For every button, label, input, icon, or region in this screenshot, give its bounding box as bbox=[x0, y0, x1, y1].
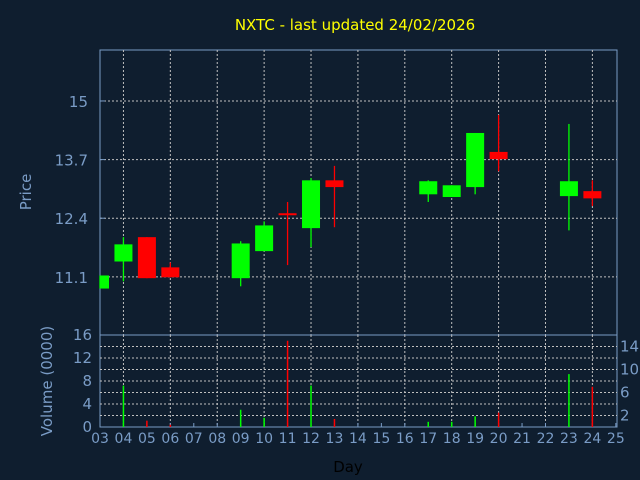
x-tick-label: 04 bbox=[115, 431, 133, 447]
volume-tick-label: 4 bbox=[82, 395, 92, 413]
x-tick-label: 13 bbox=[326, 431, 344, 447]
candle-body bbox=[100, 275, 109, 289]
volume-bar-09 bbox=[239, 409, 242, 427]
x-tick-label: 25 bbox=[607, 431, 625, 447]
candle-body bbox=[466, 132, 485, 188]
candle-10 bbox=[255, 221, 274, 252]
price-tick-label: 13.7 bbox=[55, 152, 88, 170]
day-axis-label: Day bbox=[333, 458, 363, 476]
volume-bar-10 bbox=[263, 417, 265, 427]
candle-03 bbox=[99, 275, 109, 289]
x-tick-label: 14 bbox=[349, 431, 367, 447]
candle-20 bbox=[489, 114, 508, 172]
x-tick-label: 12 bbox=[302, 431, 320, 447]
candle-13 bbox=[325, 165, 344, 228]
volume-bar-18 bbox=[450, 421, 453, 427]
x-tick-label: 23 bbox=[560, 431, 578, 447]
candle-12 bbox=[302, 178, 321, 248]
x-tick-label: 22 bbox=[537, 431, 555, 447]
x-tick-label: 11 bbox=[279, 431, 297, 447]
candle-body bbox=[137, 237, 156, 279]
candle-body bbox=[583, 191, 602, 199]
volume-tick-label: 16 bbox=[73, 326, 92, 344]
x-tick-label: 21 bbox=[513, 431, 531, 447]
x-tick-label: 16 bbox=[396, 431, 414, 447]
x-tick-label: 05 bbox=[138, 431, 156, 447]
x-tick-label: 08 bbox=[208, 431, 226, 447]
volume-axis-label: Volume (0000) bbox=[38, 326, 56, 436]
price-tick-label: 11.1 bbox=[55, 269, 88, 287]
candle-body bbox=[559, 181, 578, 197]
volume-bar-20 bbox=[497, 412, 500, 427]
price-axis-label: Price bbox=[17, 174, 35, 211]
volume-tick-label: 14 bbox=[620, 338, 639, 356]
x-tick-label: 09 bbox=[232, 431, 250, 447]
candle-04 bbox=[114, 237, 133, 282]
volume-tick-label: 0 bbox=[82, 418, 92, 436]
volume-tick-label: 6 bbox=[620, 384, 630, 402]
x-tick-label: 07 bbox=[185, 431, 203, 447]
chart-title: NXTC - last updated 24/02/2026 bbox=[235, 16, 475, 34]
volume-bar-19 bbox=[474, 416, 476, 427]
candle-body bbox=[489, 151, 508, 160]
x-tick-label: 17 bbox=[419, 431, 437, 447]
candle-body bbox=[302, 180, 321, 229]
price-tick-label: 15 bbox=[69, 93, 88, 111]
candle-05 bbox=[137, 237, 156, 279]
volume-bar-06 bbox=[169, 424, 172, 427]
candle-11 bbox=[278, 201, 297, 266]
candle-19 bbox=[466, 132, 485, 195]
volume-bar-12 bbox=[310, 385, 312, 427]
candle-body bbox=[325, 180, 344, 188]
candle-body bbox=[278, 213, 297, 216]
candle-body bbox=[419, 181, 438, 195]
candle-23 bbox=[559, 123, 578, 231]
candle-24 bbox=[583, 180, 602, 207]
volume-tick-label: 8 bbox=[82, 372, 92, 390]
x-tick-label: 18 bbox=[443, 431, 461, 447]
candle-18 bbox=[442, 185, 461, 198]
volume-bar-23 bbox=[568, 374, 570, 427]
price-plot-frame bbox=[99, 49, 618, 336]
candle-17 bbox=[419, 180, 438, 202]
candle-body bbox=[231, 243, 250, 279]
x-tick-label: 15 bbox=[372, 431, 390, 447]
volume-tick-label: 12 bbox=[73, 349, 92, 367]
candle-09 bbox=[231, 241, 250, 287]
volume-bar-11 bbox=[286, 340, 289, 427]
candle-body bbox=[442, 185, 461, 198]
x-tick-label: 06 bbox=[161, 431, 179, 447]
volume-tick-label: 10 bbox=[620, 361, 639, 379]
x-tick-label: 03 bbox=[91, 431, 109, 447]
volume-bar-17 bbox=[427, 421, 430, 427]
volume-bar-24 bbox=[591, 386, 594, 427]
volume-tick-label: 2 bbox=[620, 407, 630, 425]
candle-body bbox=[255, 225, 274, 252]
x-tick-label: 10 bbox=[255, 431, 273, 447]
volume-bar-05 bbox=[146, 420, 148, 427]
volume-bar-04 bbox=[122, 385, 125, 427]
candle-body bbox=[114, 244, 133, 262]
candle-body bbox=[161, 267, 180, 278]
x-tick-label: 24 bbox=[583, 431, 601, 447]
volume-bar-13 bbox=[333, 418, 336, 427]
candle-06 bbox=[161, 262, 180, 278]
x-tick-label: 20 bbox=[490, 431, 508, 447]
price-tick-label: 12.4 bbox=[55, 210, 88, 228]
x-tick-label: 19 bbox=[466, 431, 484, 447]
